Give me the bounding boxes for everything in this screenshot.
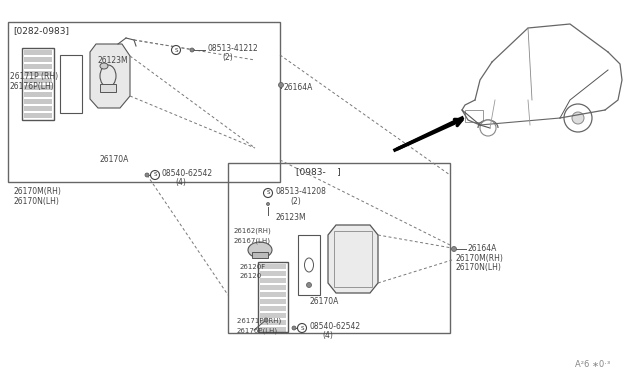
Bar bbox=[260, 327, 286, 332]
Bar bbox=[100, 84, 116, 92]
Bar bbox=[24, 71, 52, 76]
Bar bbox=[465, 110, 483, 122]
Text: (4): (4) bbox=[322, 331, 333, 340]
Bar bbox=[24, 57, 52, 62]
Text: [0983-    ]: [0983- ] bbox=[296, 167, 340, 176]
Bar bbox=[24, 78, 52, 83]
Bar bbox=[260, 278, 286, 283]
Text: 26164A: 26164A bbox=[468, 244, 497, 253]
Bar bbox=[228, 163, 450, 333]
Circle shape bbox=[264, 189, 273, 198]
Text: 26167(LH): 26167(LH) bbox=[234, 237, 271, 244]
Text: 26120: 26120 bbox=[240, 273, 262, 279]
Text: 26120F: 26120F bbox=[240, 264, 266, 270]
Text: 08540-62542: 08540-62542 bbox=[162, 169, 213, 178]
Text: 26170A: 26170A bbox=[100, 155, 129, 164]
Ellipse shape bbox=[100, 63, 108, 69]
Text: 26170N(LH): 26170N(LH) bbox=[455, 263, 501, 272]
Text: (2): (2) bbox=[290, 197, 301, 206]
Text: 26170M(RH): 26170M(RH) bbox=[13, 187, 61, 196]
Text: (4): (4) bbox=[175, 178, 186, 187]
Bar bbox=[22, 48, 54, 120]
Text: (2): (2) bbox=[222, 53, 233, 62]
Bar bbox=[60, 55, 82, 113]
Text: 26176P(LH): 26176P(LH) bbox=[10, 82, 55, 91]
Polygon shape bbox=[328, 225, 378, 293]
Text: 26123M: 26123M bbox=[98, 56, 129, 65]
Text: 26170A: 26170A bbox=[310, 297, 339, 306]
Bar bbox=[24, 50, 52, 55]
Text: [0282-0983]: [0282-0983] bbox=[13, 26, 69, 35]
Circle shape bbox=[451, 247, 456, 251]
Bar bbox=[260, 271, 286, 276]
Text: S: S bbox=[266, 190, 269, 196]
Bar bbox=[8, 22, 280, 182]
Circle shape bbox=[480, 120, 496, 136]
Bar bbox=[252, 252, 268, 258]
Text: 08513-41208: 08513-41208 bbox=[276, 187, 327, 196]
Bar bbox=[260, 299, 286, 304]
Polygon shape bbox=[90, 44, 130, 108]
Circle shape bbox=[278, 83, 284, 87]
Text: A²6 ∗0·³: A²6 ∗0·³ bbox=[575, 360, 611, 369]
Circle shape bbox=[298, 324, 307, 333]
Bar bbox=[334, 231, 372, 287]
Text: 26176P(LH): 26176P(LH) bbox=[237, 327, 278, 334]
Circle shape bbox=[564, 104, 592, 132]
Bar bbox=[258, 262, 288, 332]
Bar bbox=[24, 92, 52, 97]
Bar bbox=[260, 306, 286, 311]
Text: 26171P (RH): 26171P (RH) bbox=[237, 318, 281, 324]
Circle shape bbox=[266, 202, 269, 205]
Text: S: S bbox=[174, 48, 178, 52]
Circle shape bbox=[264, 318, 268, 322]
Bar bbox=[24, 113, 52, 118]
Bar bbox=[260, 285, 286, 290]
Circle shape bbox=[190, 48, 194, 52]
Bar bbox=[24, 64, 52, 69]
Ellipse shape bbox=[248, 242, 272, 258]
Text: 26164A: 26164A bbox=[283, 83, 312, 92]
Circle shape bbox=[307, 282, 312, 288]
Bar bbox=[260, 292, 286, 297]
Circle shape bbox=[572, 112, 584, 124]
Text: 08513-41212: 08513-41212 bbox=[207, 44, 258, 53]
Bar bbox=[24, 99, 52, 104]
Text: 26170M(RH): 26170M(RH) bbox=[455, 254, 503, 263]
Text: S: S bbox=[153, 173, 157, 177]
Text: 08540-62542: 08540-62542 bbox=[310, 322, 361, 331]
Text: 26171P (RH): 26171P (RH) bbox=[10, 72, 58, 81]
Text: 26162(RH): 26162(RH) bbox=[234, 228, 272, 234]
Text: S: S bbox=[300, 326, 304, 330]
Text: 26123M: 26123M bbox=[276, 213, 307, 222]
Circle shape bbox=[172, 45, 180, 55]
Bar bbox=[24, 85, 52, 90]
Bar bbox=[260, 264, 286, 269]
Circle shape bbox=[145, 173, 149, 177]
Circle shape bbox=[150, 170, 159, 180]
Circle shape bbox=[292, 326, 296, 330]
Bar bbox=[24, 106, 52, 111]
Bar bbox=[298, 235, 320, 295]
Bar bbox=[260, 320, 286, 325]
Bar bbox=[260, 313, 286, 318]
Text: 26170N(LH): 26170N(LH) bbox=[13, 197, 59, 206]
